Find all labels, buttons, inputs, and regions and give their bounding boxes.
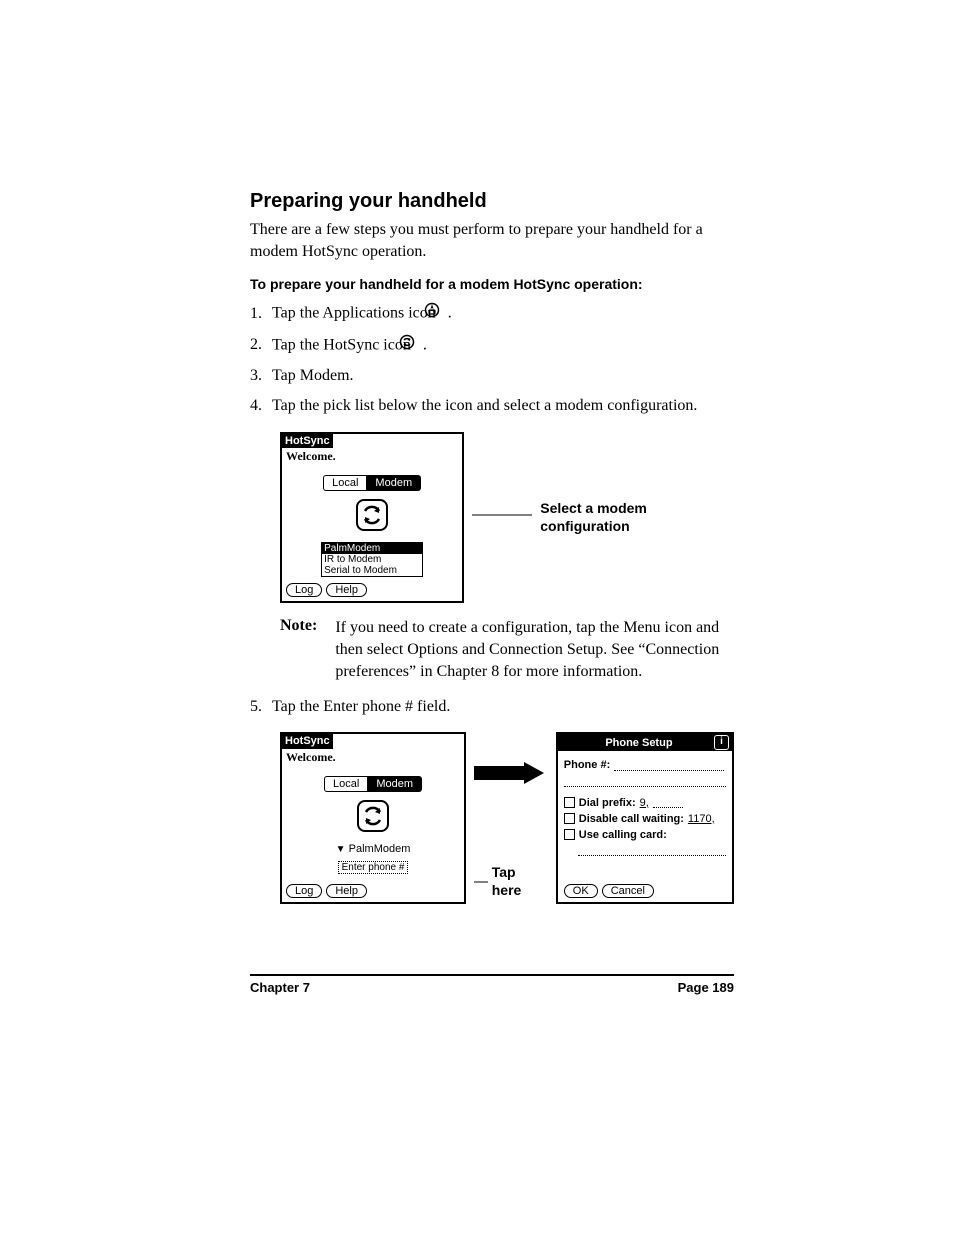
phone-number-input-line2[interactable] (564, 776, 726, 787)
tab-modem[interactable]: Modem (367, 475, 421, 491)
picklist-option-ir[interactable]: IR to Modem (322, 554, 422, 565)
phone-setup-screen: . Phone Setup i Phone #: Dial prefix: 9, (556, 732, 734, 903)
page-footer: Chapter 7 Page 189 (250, 980, 734, 995)
section-heading: Preparing your handheld (250, 190, 734, 213)
welcome-text-2: Welcome. (286, 751, 460, 764)
hotsync-large-icon-2[interactable] (286, 798, 460, 837)
tab-local-2[interactable]: Local (324, 776, 368, 792)
callout-leader (472, 505, 532, 530)
calling-card-label: Use calling card: (579, 829, 667, 841)
disable-call-waiting-label: Disable call waiting: (579, 813, 684, 825)
step-5-text: Tap the Enter phone # field. (272, 698, 450, 715)
modem-selected-dropdown[interactable]: ▼ PalmModem (286, 843, 460, 855)
tab-set: Local Modem (286, 475, 458, 491)
calling-card-input[interactable] (578, 845, 726, 856)
hotsync-screen-2: HotSync Welcome. Local Modem ▼ PalmModem… (280, 732, 466, 904)
picklist-option-serial[interactable]: Serial to Modem (322, 565, 422, 576)
step-1-text: Tap the Applications icon (272, 305, 436, 322)
tap-here-callout-group: Tap here (474, 762, 548, 899)
screen-title-2: HotSync (282, 734, 333, 748)
dial-prefix-value[interactable]: 9, (640, 797, 649, 809)
step-2: 2.Tap the HotSync icon . (250, 334, 734, 357)
info-icon[interactable]: i (714, 735, 729, 750)
intro-paragraph: There are a few steps you must perform t… (250, 219, 734, 262)
help-button-2[interactable]: Help (326, 884, 367, 898)
figure-1-callout: Select a modem configuration (540, 500, 734, 535)
step-list-cont: 5.Tap the Enter phone # field. (250, 696, 734, 718)
note-block: Note: If you need to create a configurat… (280, 617, 734, 682)
step-4-text: Tap the pick list below the icon and sel… (272, 397, 697, 414)
disable-call-waiting-checkbox[interactable] (564, 813, 575, 824)
chevron-down-icon: ▼ (336, 844, 346, 855)
document-page: Preparing your handheld There are a few … (0, 0, 954, 1055)
tab-modem-2[interactable]: Modem (368, 776, 422, 792)
note-label: Note: (280, 617, 317, 682)
cancel-button[interactable]: Cancel (602, 884, 654, 898)
phone-number-label: Phone #: (564, 759, 610, 771)
picklist-option-palmmodem[interactable]: PalmModem (322, 543, 422, 554)
help-button[interactable]: Help (326, 583, 367, 597)
note-text: If you need to create a configuration, t… (335, 617, 734, 682)
step-3-text: Tap Modem. (272, 367, 354, 384)
step-4: 4.Tap the pick list below the icon and s… (250, 395, 734, 417)
step-2-text: Tap the HotSync icon (272, 336, 411, 353)
step-3: 3.Tap Modem. (250, 365, 734, 387)
step-1: 1.Tap the Applications icon . (250, 302, 734, 325)
screen-title: HotSync (282, 434, 333, 448)
enter-phone-field[interactable]: Enter phone # (338, 861, 409, 874)
modem-picklist[interactable]: PalmModem IR to Modem Serial to Modem (321, 542, 423, 577)
figure-1: HotSync Welcome. Local Modem PalmModem I… (280, 432, 734, 604)
footer-chapter: Chapter 7 (250, 980, 310, 995)
procedure-subheading: To prepare your handheld for a modem Hot… (250, 276, 734, 292)
step-list: 1.Tap the Applications icon . 2.Tap the … (250, 302, 734, 418)
tap-here-callout: Tap here (492, 864, 548, 899)
tab-set-2: Local Modem (286, 776, 460, 792)
phone-number-input[interactable] (614, 760, 724, 771)
disable-call-waiting-value[interactable]: 1170, (688, 813, 715, 825)
footer-rule (250, 974, 734, 976)
hotsync-large-icon[interactable] (286, 497, 458, 536)
hotsync-screen-1: HotSync Welcome. Local Modem PalmModem I… (280, 432, 464, 604)
ok-button[interactable]: OK (564, 884, 598, 898)
dial-prefix-blank[interactable] (653, 797, 683, 808)
log-button[interactable]: Log (286, 583, 322, 597)
step-5: 5.Tap the Enter phone # field. (250, 696, 734, 718)
tab-local[interactable]: Local (323, 475, 367, 491)
log-button-2[interactable]: Log (286, 884, 322, 898)
calling-card-checkbox[interactable] (564, 829, 575, 840)
footer-page: Page 189 (678, 980, 734, 995)
phone-setup-title: Phone Setup (605, 737, 672, 749)
welcome-text: Welcome. (286, 450, 458, 463)
arrow-icon (474, 762, 544, 784)
dial-prefix-label: Dial prefix: (579, 797, 636, 809)
dial-prefix-checkbox[interactable] (564, 797, 575, 808)
callout-leader-2 (474, 875, 488, 889)
figure-2: HotSync Welcome. Local Modem ▼ PalmModem… (280, 732, 734, 904)
